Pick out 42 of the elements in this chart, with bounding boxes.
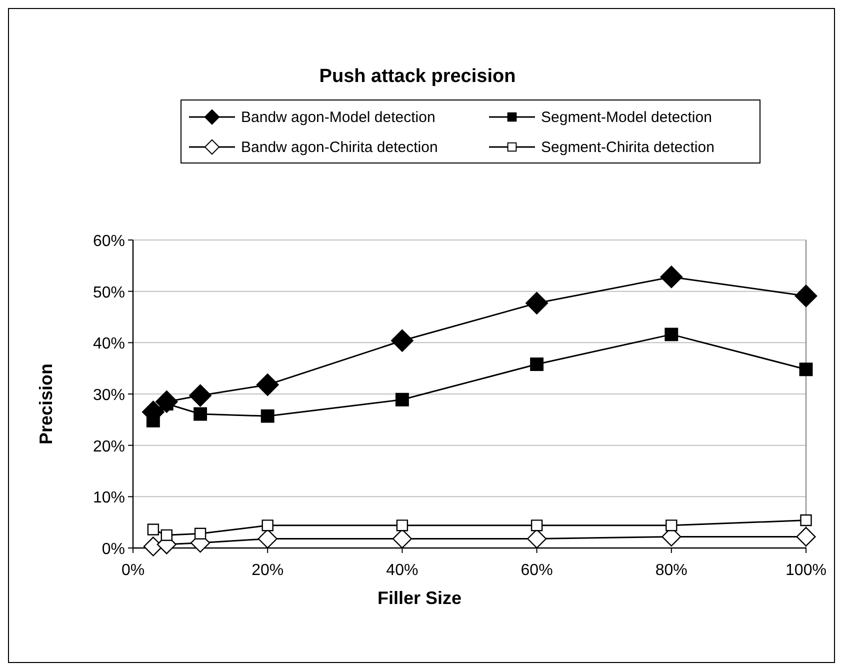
point [796,526,816,546]
point [526,292,548,314]
legend-label: Segment-Model detection [541,109,712,126]
point [194,528,206,540]
point [396,520,408,532]
point [799,362,813,376]
point [800,514,812,526]
y-tick-label: 20% [92,438,125,456]
x-tick-label: 80% [655,562,688,579]
chart-title: Push attack precision [319,66,516,87]
point [530,520,543,532]
y-tick-label: 0% [102,541,125,558]
y-tick-label: 30% [92,387,125,404]
point [664,328,678,342]
x-tick-label: 0% [121,562,145,579]
point [260,409,274,423]
point [189,384,212,407]
point [530,358,544,371]
point [143,536,163,556]
y-tick-label: 60% [92,233,125,250]
point [194,407,208,421]
legend-label: Bandw agon-Model detection [241,109,436,126]
y-tick-label: 10% [92,490,125,507]
y-axis-title: Precision [36,363,56,445]
point [160,529,172,542]
legend-label: Bandw agon-Chirita detection [241,139,438,156]
point [660,266,683,288]
point [666,520,678,532]
x-tick-label: 20% [252,562,284,579]
y-tick-label: 40% [92,336,125,353]
point [262,520,274,532]
x-axis-title: Filler Size [377,588,462,608]
point [395,392,409,406]
x-tick-label: 40% [386,562,418,579]
x-tick-label: 60% [520,562,553,579]
y-tick-label: 50% [92,284,125,302]
point [256,374,279,396]
point [147,524,160,536]
x-tick-label: 100% [786,562,826,579]
point [390,329,414,352]
legend-label: Segment-Chirita detection [541,139,714,156]
point [794,284,818,308]
